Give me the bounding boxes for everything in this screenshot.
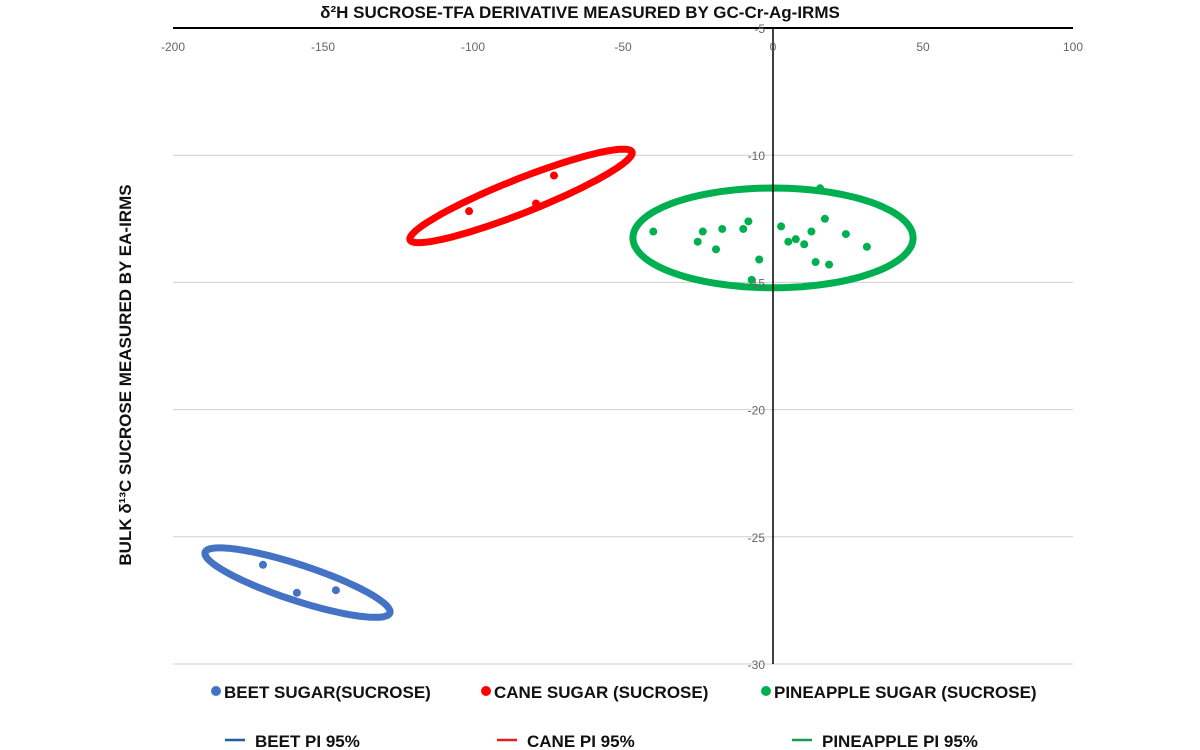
data-point [791,235,800,244]
x-tick-label: -200 [161,40,185,54]
x-tick-label: 0 [770,40,777,54]
data-point [739,224,748,233]
data-point [862,242,871,251]
prediction-ellipse [629,184,917,292]
y-tick-label: -15 [748,276,766,290]
x-tick-label: 100 [1063,40,1083,54]
gridlines [173,154,1073,665]
prediction-ellipses [201,145,917,621]
x-tick-label: 50 [916,40,930,54]
data-point [532,199,540,208]
y-tick-label: -30 [748,658,766,672]
x-tick-label: -100 [461,40,485,54]
tick-labels: -5 -10 -15 -20 -25 -30 -200 -150 -100 -50 0 50 100 [161,22,1083,672]
data-point [649,227,658,236]
x-axis-title: δ²H SUCROSE-TFA DERIVATIVE MEASURED BY G… [320,3,840,22]
data-point [755,255,764,264]
legend-marker [481,686,491,696]
data-point [550,171,558,180]
prediction-ellipse [201,544,394,621]
data-point [807,227,816,236]
legend-marker [211,686,221,696]
data-point [777,222,786,231]
data-points [259,171,871,597]
x-tick-label: -150 [311,40,335,54]
data-point [331,586,340,595]
data-point [811,258,820,267]
data-point [698,227,707,236]
legend-label: PINEAPPLE SUGAR (SUCROSE) [774,683,1037,702]
data-point [718,224,727,233]
legend-label: BEET SUGAR(SUCROSE) [224,683,431,702]
data-point [816,184,825,193]
data-point [747,275,756,284]
y-tick-label: -10 [748,149,766,163]
data-point [465,207,474,216]
y-tick-label: -25 [748,531,766,545]
data-point [784,237,793,246]
legend-label: BEET PI 95% [255,732,360,750]
y-tick-label: -20 [748,404,766,418]
x-tick-label: -50 [614,40,632,54]
axes [173,27,1073,664]
data-point [800,240,809,249]
data-point [259,560,267,569]
data-point [841,230,850,239]
data-point [744,217,753,226]
legend-label: CANE SUGAR (SUCROSE) [494,683,708,702]
data-point [693,237,702,246]
legend-label: PINEAPPLE PI 95% [822,732,978,750]
data-point [820,214,829,223]
legend-marker [761,686,771,696]
legend-label: CANE PI 95% [527,732,635,750]
legend: BEET SUGAR(SUCROSE) CANE SUGAR (SUCROSE) P… [211,683,1037,750]
data-point [292,588,301,597]
data-point [712,245,720,254]
data-point [825,260,834,269]
prediction-ellipse [406,145,636,247]
y-tick-label: -5 [754,22,765,36]
y-axis-title: BULK δ¹³C SUCROSE MEASURED BY EA-IRMS [116,184,135,565]
